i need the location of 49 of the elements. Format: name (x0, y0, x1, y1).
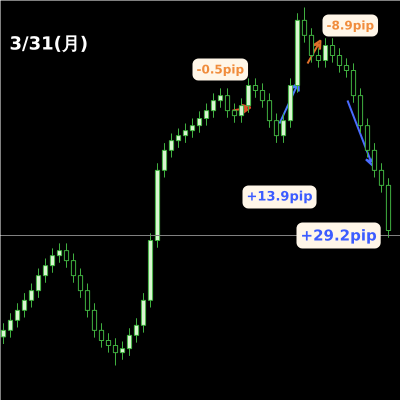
candlestick (28, 283, 34, 308)
annotation: +29.2pip (300, 226, 377, 244)
candlestick (232, 102, 238, 124)
candlestick (64, 242, 70, 268)
candlestick (56, 242, 62, 264)
candlestick (168, 133, 174, 158)
candlestick (238, 98, 244, 124)
candlestick (112, 338, 118, 366)
candlestick (134, 318, 140, 344)
candlestick (8, 312, 14, 338)
candlestick (50, 248, 56, 274)
candlestick (190, 118, 196, 138)
candlestick (218, 88, 224, 108)
candlestick (246, 78, 252, 114)
candlestick (302, 7, 308, 44)
candlestick (204, 102, 210, 126)
annotation: -0.5pip (196, 62, 244, 76)
candlestick (330, 38, 336, 64)
candlestick (92, 302, 98, 338)
annotation: -8.9pip (326, 18, 374, 32)
candlestick (378, 162, 384, 194)
candlestick (336, 48, 342, 74)
candlestick (84, 283, 90, 318)
candlestick (322, 38, 328, 68)
candlestick (196, 110, 202, 134)
candlestick (260, 82, 266, 108)
candlestick (274, 112, 280, 144)
candlestick (182, 122, 188, 144)
candlestick (106, 332, 112, 354)
annotation: +13.9pip (246, 190, 313, 204)
candlestick (14, 302, 20, 328)
candlestick (70, 252, 76, 284)
candlestick (224, 88, 230, 118)
annotation: 3/31(月) (10, 34, 88, 54)
candlestick (162, 142, 168, 178)
candlestick (42, 258, 48, 284)
candlestick (266, 92, 272, 128)
candlestick (22, 292, 28, 318)
candlestick (252, 78, 258, 98)
candlestick (210, 92, 216, 118)
candlestick (126, 328, 132, 356)
candlestick (176, 128, 182, 148)
candlestick (344, 58, 350, 78)
candlestick (78, 268, 84, 298)
candlestick (36, 268, 42, 298)
candlestick (280, 112, 286, 144)
candlestick (0, 322, 6, 345)
candlestick (98, 322, 104, 348)
candlestick (120, 341, 126, 360)
